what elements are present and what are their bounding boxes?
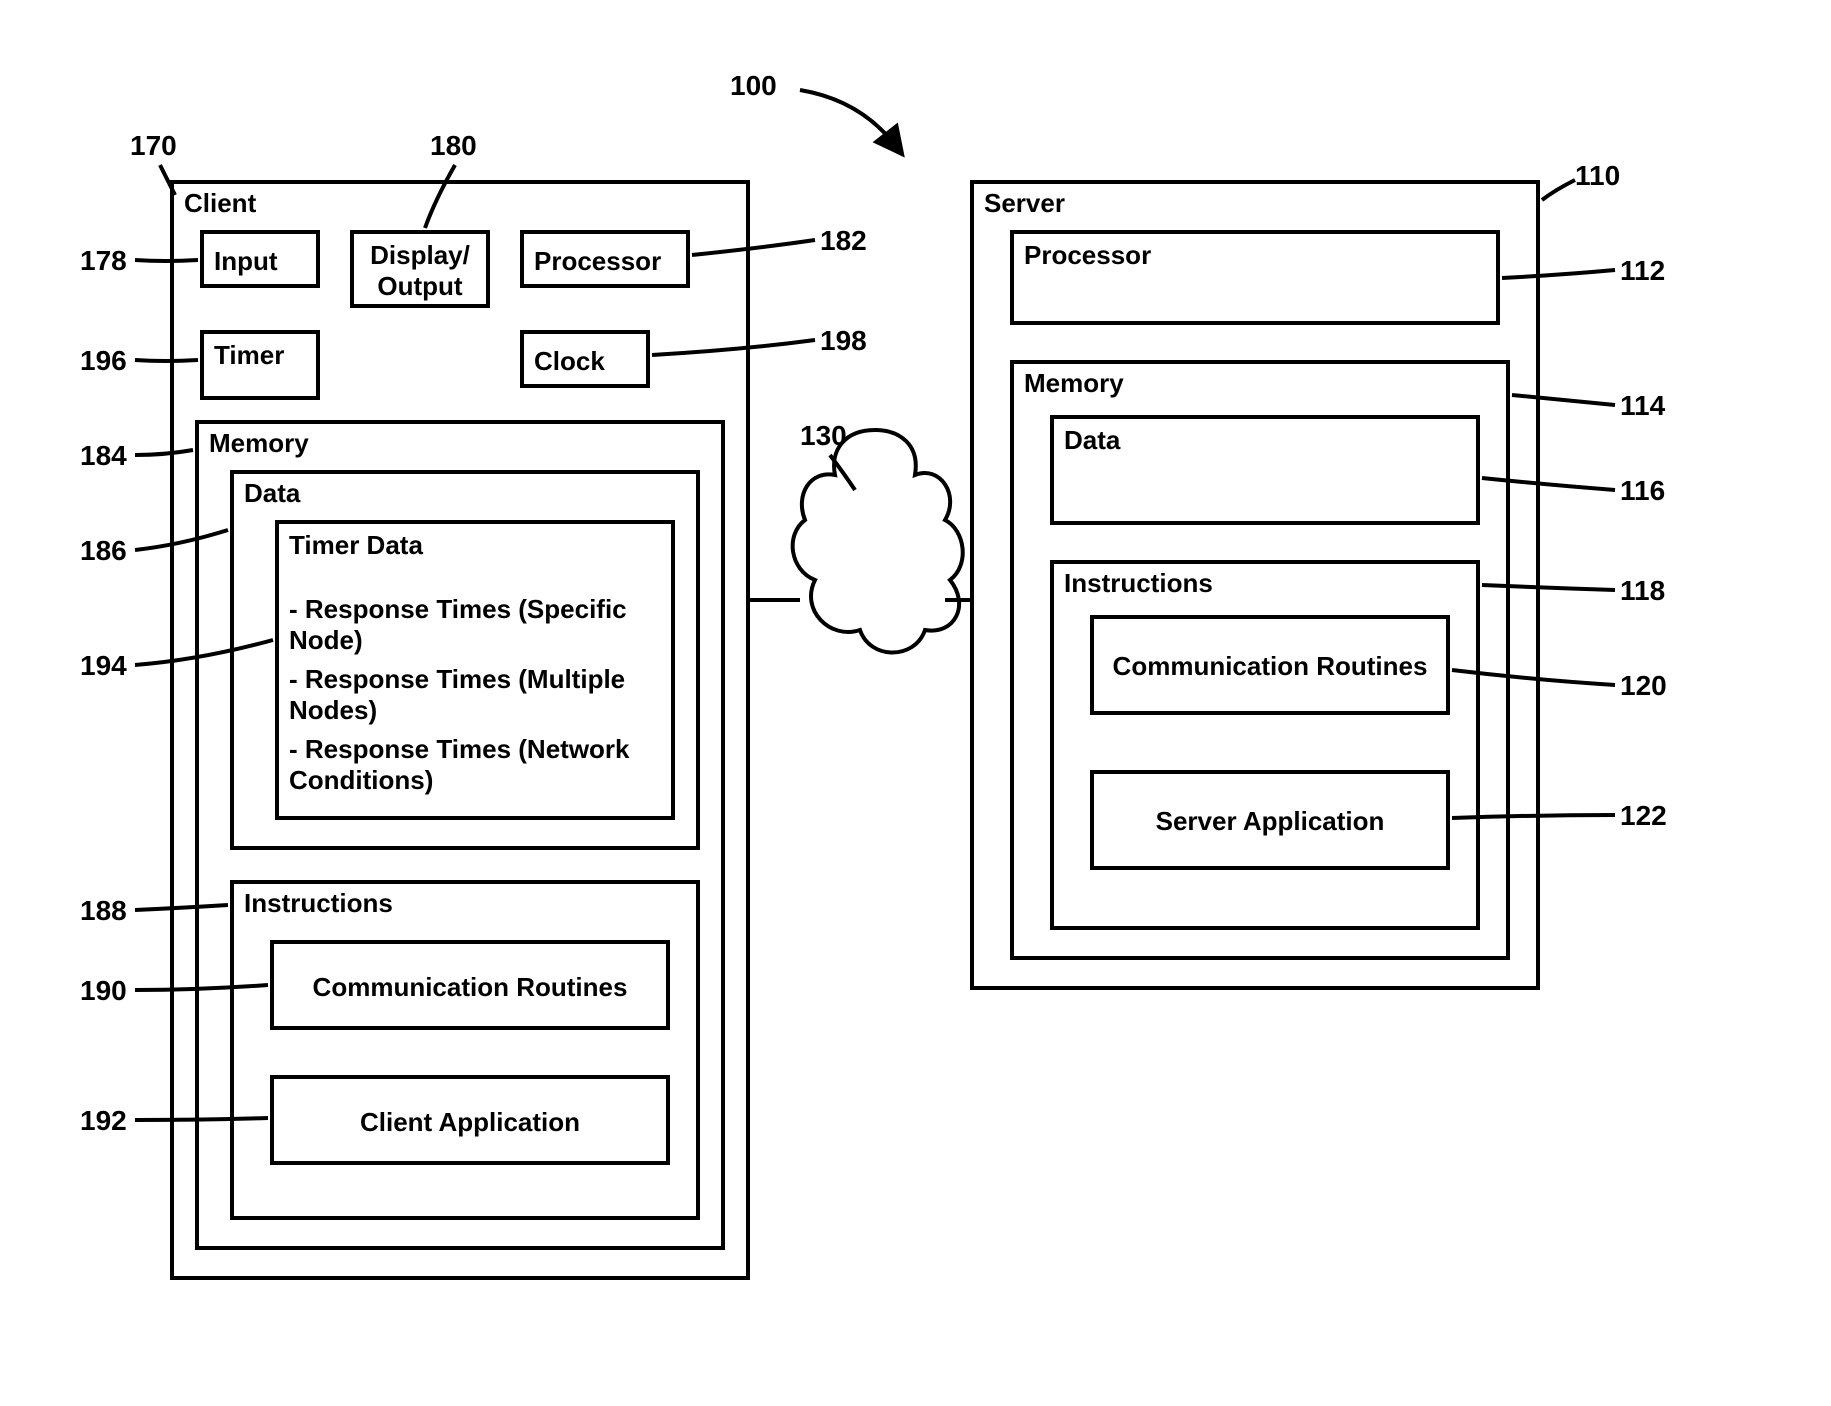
client-display-box: Display/ Output xyxy=(350,230,490,308)
ref-116: 116 xyxy=(1620,475,1665,507)
network-cloud xyxy=(785,420,965,670)
client-input-box: Input xyxy=(200,230,320,288)
diagram-stage: Client Input Display/ Output Processor T… xyxy=(0,0,1831,1406)
server-processor-label: Processor xyxy=(1024,240,1151,271)
client-processor-label: Processor xyxy=(534,246,661,277)
client-timer-data-l3: - Response Times (Network Conditions) xyxy=(289,734,661,796)
client-input-label: Input xyxy=(214,246,278,277)
ref-118: 118 xyxy=(1620,575,1665,607)
ref-130: 130 xyxy=(800,420,847,452)
client-clock-label: Clock xyxy=(534,346,605,377)
client-instructions-label: Instructions xyxy=(244,888,393,919)
ref-112: 112 xyxy=(1620,255,1665,287)
ref-114: 114 xyxy=(1620,390,1665,422)
ref-194: 194 xyxy=(80,650,127,682)
server-comm-routines-label: Communication Routines xyxy=(1094,651,1446,682)
ref-186: 186 xyxy=(80,535,127,567)
client-timer-data-l2: - Response Times (Multiple Nodes) xyxy=(289,664,661,726)
ref-182: 182 xyxy=(820,225,867,257)
server-application-label: Server Application xyxy=(1094,806,1446,837)
ref-184: 184 xyxy=(80,440,127,472)
client-timer-label: Timer xyxy=(214,340,284,371)
server-data-box: Data xyxy=(1050,415,1480,525)
client-title: Client xyxy=(184,188,256,219)
client-clock-box: Clock xyxy=(520,330,650,388)
client-comm-routines-box: Communication Routines xyxy=(270,940,670,1030)
client-timer-data-box: Timer Data - Response Times (Specific No… xyxy=(275,520,675,820)
ref-110: 110 xyxy=(1575,160,1620,192)
client-instructions-box: Instructions xyxy=(230,880,700,1220)
ref-198: 198 xyxy=(820,325,867,357)
server-data-label: Data xyxy=(1064,425,1120,456)
client-memory-label: Memory xyxy=(209,428,309,459)
ref-120: 120 xyxy=(1620,670,1667,702)
server-application-box: Server Application xyxy=(1090,770,1450,870)
client-timer-box: Timer xyxy=(200,330,320,400)
server-instructions-label: Instructions xyxy=(1064,568,1213,599)
client-application-box: Client Application xyxy=(270,1075,670,1165)
ref-170: 170 xyxy=(130,130,177,162)
server-comm-routines-box: Communication Routines xyxy=(1090,615,1450,715)
ref-180: 180 xyxy=(430,130,477,162)
ref-190: 190 xyxy=(80,975,127,1007)
ref-196: 196 xyxy=(80,345,127,377)
client-data-label: Data xyxy=(244,478,300,509)
client-display-label: Display/ Output xyxy=(354,240,486,302)
server-processor-box: Processor xyxy=(1010,230,1500,325)
ref-188: 188 xyxy=(80,895,127,927)
ref-192: 192 xyxy=(80,1105,127,1137)
ref-122: 122 xyxy=(1620,800,1667,832)
ref-178: 178 xyxy=(80,245,127,277)
server-memory-label: Memory xyxy=(1024,368,1124,399)
client-application-label: Client Application xyxy=(274,1107,666,1138)
client-timer-data-title: Timer Data xyxy=(289,530,423,561)
server-title: Server xyxy=(984,188,1065,219)
client-timer-data-l1: - Response Times (Specific Node) xyxy=(289,594,661,656)
ref-100: 100 xyxy=(730,70,777,102)
client-comm-routines-label: Communication Routines xyxy=(274,972,666,1003)
client-processor-box: Processor xyxy=(520,230,690,288)
